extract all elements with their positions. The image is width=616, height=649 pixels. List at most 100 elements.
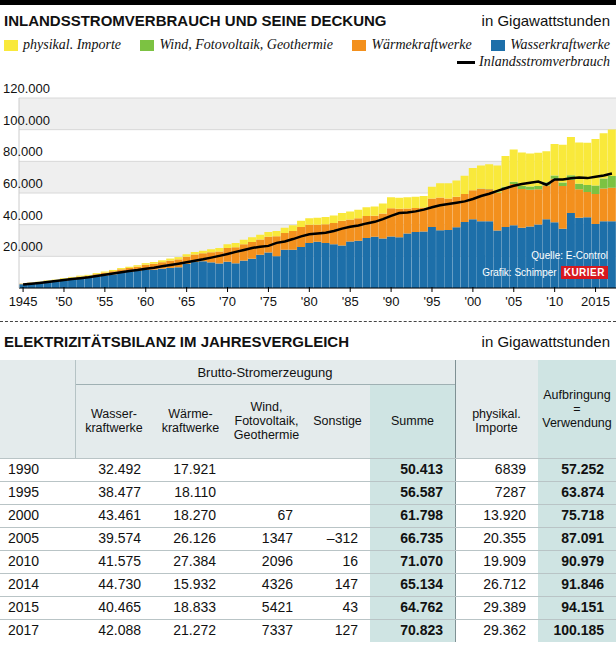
html-text:INLANDSSTROMVERBRAUCH UND SEIN: INLANDSSTROMVERBRAUCH UND SEINE DECKUNG	[4, 12, 387, 29]
html-text:16: 16	[342, 553, 358, 569]
html-text:Wärme- kraftwerke: Wärme- kraftwerke	[161, 407, 220, 435]
html-text:50.413: 50.413	[400, 461, 443, 477]
html-text:75.718: 75.718	[561, 507, 604, 523]
html-text:Aufbringung = Verwendung: Aufbringung = Verwendung	[542, 388, 612, 430]
html-text:Sonstige: Sonstige	[313, 414, 362, 428]
html-text:21.272: 21.272	[173, 622, 216, 638]
svg-text:'50: '50	[56, 294, 73, 309]
html-text:65.134: 65.134	[400, 576, 443, 592]
html-text:Inlandsstromverbrauch: Inlandsstromverbrauch	[479, 54, 610, 69]
html-text:7287: 7287	[494, 484, 526, 500]
html-text:KURIER: KURIER	[563, 267, 605, 278]
html-text:43: 43	[342, 599, 358, 615]
html-text:19.909: 19.909	[483, 553, 526, 569]
svg-text:'55: '55	[96, 294, 113, 309]
html-text:91.846: 91.846	[561, 576, 604, 592]
html-text:63.874: 63.874	[561, 484, 604, 500]
html-text:18.110: 18.110	[174, 484, 216, 500]
html-text:40.465: 40.465	[98, 599, 141, 615]
html-text:100.185: 100.185	[553, 622, 604, 638]
html-text:Wind, Fotovoltaik, Geothermie: Wind, Fotovoltaik, Geothermie	[159, 37, 333, 52]
html-text:2096: 2096	[261, 553, 293, 569]
html-text:17.921: 17.921	[173, 461, 216, 477]
html-text:2000: 2000	[8, 507, 40, 523]
svg-text:1945: 1945	[9, 294, 38, 309]
html-text:Wasserkraftwerke: Wasserkraftwerke	[510, 37, 610, 52]
svg-text:100.000: 100.000	[8, 113, 50, 128]
svg-text:'00: '00	[464, 294, 481, 309]
html-text:39.574: 39.574	[98, 530, 141, 546]
html-text:43.461: 43.461	[98, 507, 141, 523]
svg-text:'90: '90	[383, 294, 400, 309]
svg-text:'95: '95	[424, 294, 441, 309]
html-text:physikal. Importe: physikal. Importe	[472, 407, 521, 435]
svg-text:'05: '05	[505, 294, 522, 309]
svg-text:120.000: 120.000	[8, 81, 50, 96]
html-text:18.833: 18.833	[173, 599, 216, 615]
svg-text:'80: '80	[301, 294, 318, 309]
html-text:13.920: 13.920	[483, 507, 526, 523]
html-text:70.823: 70.823	[400, 622, 443, 638]
html-text:66.735: 66.735	[400, 530, 443, 546]
svg-text:40.000: 40.000	[8, 208, 43, 223]
html-text:87.091: 87.091	[561, 530, 604, 546]
html-text:Quelle: E-Control: Quelle: E-Control	[531, 250, 608, 261]
html-text:26.126: 26.126	[173, 530, 216, 546]
html-text:–312: –312	[326, 530, 358, 546]
html-text:56.587: 56.587	[400, 484, 443, 500]
svg-text:60.000: 60.000	[8, 176, 43, 191]
html-text:20.355: 20.355	[483, 530, 526, 546]
html-text:127: 127	[334, 622, 358, 638]
html-text:4326: 4326	[261, 576, 293, 592]
svg-text:'65: '65	[178, 294, 195, 309]
svg-text:'75: '75	[260, 294, 277, 309]
html-text:physikal. Importe: physikal. Importe	[23, 37, 121, 52]
html-text:41.575: 41.575	[98, 553, 141, 569]
html-text:42.088: 42.088	[98, 622, 141, 638]
html-text:27.384: 27.384	[173, 553, 216, 569]
html-text:Wärmekraftwerke: Wärmekraftwerke	[371, 37, 472, 52]
html-text:1995: 1995	[8, 484, 40, 500]
html-text:44.730: 44.730	[98, 576, 141, 592]
html-text:Grafik: Schimper: Grafik: Schimper	[482, 267, 557, 278]
html-text:29.362: 29.362	[483, 622, 526, 638]
html-text:in Gigawattstunden: in Gigawattstunden	[481, 333, 610, 350]
html-text:1990: 1990	[8, 461, 40, 477]
html-text:90.979: 90.979	[561, 553, 604, 569]
html-text:71.070: 71.070	[400, 553, 443, 569]
html-text:2010: 2010	[8, 553, 40, 569]
html-text:147: 147	[334, 576, 358, 592]
html-text:in Gigawattstunden: in Gigawattstunden	[481, 12, 610, 29]
html-text:Wasser- kraftwerke: Wasser- kraftwerke	[85, 407, 143, 435]
html-text:15.932: 15.932	[173, 576, 216, 592]
html-text:Wind, Fotovoltaik, Geothermie: Wind, Fotovoltaik, Geothermie	[233, 400, 300, 442]
html-text:7337: 7337	[261, 622, 293, 638]
svg-text:2015: 2015	[581, 294, 608, 309]
html-text:2017: 2017	[8, 622, 40, 638]
html-text:32.492: 32.492	[98, 461, 141, 477]
html-text:64.762: 64.762	[400, 599, 443, 615]
html-text:38.477: 38.477	[98, 484, 141, 500]
html-text:Summe: Summe	[391, 414, 434, 428]
html-text:Brutto-Stromerzeugung: Brutto-Stromerzeugung	[197, 364, 333, 380]
html-text:26.712: 26.712	[483, 576, 526, 592]
html-text:6839: 6839	[494, 461, 526, 477]
svg-text:20.000: 20.000	[8, 239, 43, 254]
svg-text:'60: '60	[137, 294, 154, 309]
svg-text:'10: '10	[546, 294, 563, 309]
html-text:94.151: 94.151	[561, 599, 604, 615]
html-text:57.252: 57.252	[561, 461, 604, 477]
html-text:2015: 2015	[8, 599, 40, 615]
svg-text:80.000: 80.000	[8, 144, 43, 159]
html-text:29.389: 29.389	[483, 599, 526, 615]
svg-text:'70: '70	[219, 294, 236, 309]
html-text:18.270: 18.270	[173, 507, 216, 523]
html-text:ELEKTRIZITÄTSBILANZ IM JAHRESV: ELEKTRIZITÄTSBILANZ IM JAHRESVERGLEICH	[4, 333, 349, 350]
html-text:67: 67	[277, 507, 293, 523]
html-text:5421: 5421	[261, 599, 293, 615]
svg-text:'85: '85	[342, 294, 359, 309]
html-text:1347: 1347	[261, 530, 293, 546]
html-text:2005: 2005	[8, 530, 40, 546]
html-text:61.798: 61.798	[400, 507, 443, 523]
html-text:2014: 2014	[8, 576, 40, 592]
